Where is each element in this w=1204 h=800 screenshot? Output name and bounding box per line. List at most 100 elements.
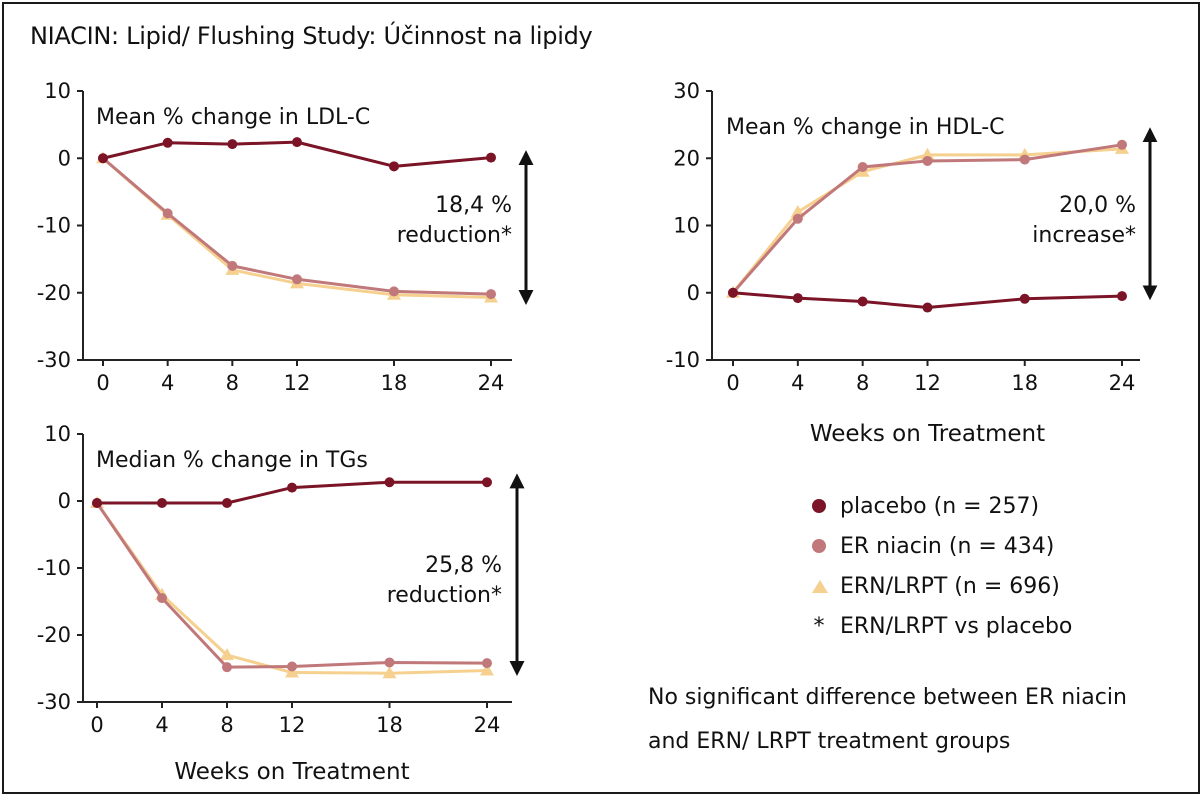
chart-1-title: Mean % change in LDL-C	[96, 105, 370, 130]
chart-3-y-tick-label: -20	[37, 623, 71, 647]
chart-1-x-tick-label: 0	[96, 371, 109, 395]
chart-1-point-placebo	[389, 161, 399, 172]
chart-2-point-placebo	[1117, 291, 1127, 302]
chart-3-point-er-niacin	[482, 658, 492, 669]
chart-3-y-tick-label: 10	[44, 422, 71, 446]
chart-1-point-er-niacin	[389, 286, 399, 297]
footnote-line-1: No significant difference between ER nia…	[648, 685, 1127, 710]
chart-3-x-tick-label: 18	[376, 713, 403, 737]
chart-3-point-ern-lrpt	[220, 648, 234, 661]
chart-2-x-tick-label: 18	[1011, 371, 1038, 395]
chart-2-y-tick-label: 0	[687, 281, 700, 305]
chart-2-point-er-niacin	[792, 213, 803, 224]
chart-3-x-tick-label: 8	[220, 713, 233, 737]
chart-3-point-er-niacin	[384, 657, 395, 668]
chart-2-x-label: Weeks on Treatment	[810, 421, 1045, 447]
chart-2-point-ern-lrpt	[790, 205, 805, 218]
chart-3-annotation-value: 25,8 %	[425, 553, 502, 578]
chart-3-y-tick-label: 0	[58, 489, 71, 513]
chart-2-y-tick-label: 30	[673, 79, 700, 103]
legend-item-er-niacin: ER niacin (n = 434)	[812, 526, 1072, 566]
legend-label-placebo: placebo (n = 257)	[840, 493, 1040, 519]
chart-1-y-tick-label: -20	[37, 281, 71, 305]
chart-2-point-placebo	[1019, 293, 1030, 304]
chart-1-line-er-niacin	[102, 157, 492, 296]
chart-3-line-er-niacin	[95, 502, 488, 669]
page-title: NIACIN: Lipid/ Flushing Study: Účinnost …	[30, 22, 593, 50]
footnote-line-2: and ERN/ LRPT treatment groups	[648, 729, 1011, 754]
legend-marker-er-niacin	[812, 539, 826, 553]
chart-2-point-placebo	[792, 293, 803, 304]
chart-3-point-er-niacin	[222, 662, 232, 673]
chart-1-y-tick-label: 0	[58, 146, 71, 170]
chart-1-point-placebo	[227, 139, 238, 150]
chart-1-y-tick-label: 10	[44, 79, 71, 103]
chart-2-x-tick-label: 8	[856, 371, 869, 395]
chart-2-annotation-label: increase*	[1032, 223, 1136, 248]
chart-3-point-placebo	[384, 477, 395, 488]
chart-3-point-placebo	[222, 498, 232, 509]
legend-label-ern-lrpt: ERN/LRPT (n = 696)	[840, 573, 1060, 599]
legend-label-er-niacin: ER niacin (n = 434)	[840, 533, 1055, 559]
chart-1-point-er-niacin	[486, 289, 496, 300]
chart-2-point-er-niacin	[1117, 139, 1127, 150]
chart-2-line-er-niacin	[731, 143, 1123, 294]
chart-2-x-tick-label: 24	[1109, 371, 1136, 395]
chart-3-x-tick-label: 4	[155, 713, 168, 737]
chart-1-y-tick-label: -10	[37, 214, 71, 238]
chart-3-point-er-niacin	[157, 593, 167, 604]
chart-3-annotation-label: reduction*	[387, 583, 502, 608]
chart-3-point-placebo	[157, 498, 167, 509]
chart-1-point-placebo	[162, 137, 173, 148]
chart-3-point-placebo	[482, 477, 492, 488]
chart-3-x-tick-label: 24	[474, 713, 501, 737]
chart-3-line-placebo	[97, 480, 487, 505]
chart-2-y-tick-label: 10	[673, 214, 700, 238]
chart-3-point-placebo	[287, 482, 297, 493]
chart-2-title: Mean % change in HDL-C	[726, 115, 1005, 140]
chart-1-annotation-value: 18,4 %	[435, 193, 512, 218]
chart-1-point-er-niacin	[227, 260, 238, 271]
chart-2-x-tick-label: 0	[726, 371, 739, 395]
chart-1-point-placebo	[486, 152, 496, 163]
chart-1-point-placebo	[98, 153, 108, 164]
chart-1-x-tick-label: 12	[284, 371, 311, 395]
chart-3-title: Median % change in TGs	[96, 448, 368, 473]
legend-item-placebo: placebo (n = 257)	[812, 486, 1072, 526]
chart-1-x-tick-label: 24	[478, 371, 505, 395]
legend-item-significance: * ERN/LRPT vs placebo	[812, 606, 1073, 646]
chart-1-y-tick-label: -30	[37, 348, 71, 372]
chart-2-x-tick-label: 4	[791, 371, 804, 395]
chart-2-point-er-niacin	[1019, 154, 1030, 165]
legend-marker-asterisk: *	[813, 613, 825, 639]
chart-2-point-er-niacin	[922, 155, 933, 166]
chart-1-point-placebo	[292, 137, 302, 148]
legend-marker-placebo	[812, 499, 826, 513]
chart-2-point-er-niacin	[857, 161, 868, 172]
chart-3-x-tick-label: 12	[279, 713, 306, 737]
chart-1-line-placebo	[102, 140, 492, 168]
chart-1-annotation-label: reduction*	[397, 223, 512, 248]
chart-1-x-tick-label: 8	[226, 371, 239, 395]
chart-3-x-tick-label: 0	[90, 713, 103, 737]
chart-1-x-tick-label: 4	[161, 371, 174, 395]
chart-2-y-tick-label: 20	[673, 146, 700, 170]
chart-3-point-er-niacin	[287, 661, 297, 672]
legend-marker-ern-lrpt	[812, 579, 828, 593]
chart-3-y-tick-label: -30	[37, 690, 71, 714]
chart-3-point-ern-lrpt	[480, 663, 494, 676]
chart-2-point-placebo	[728, 287, 738, 298]
chart-1-point-er-niacin	[292, 274, 302, 285]
chart-3-x-label: Weeks on Treatment	[174, 759, 409, 785]
legend: placebo (n = 257) ER niacin (n = 434) ER…	[812, 486, 1072, 646]
chart-1-x-tick-label: 18	[381, 371, 408, 395]
chart-3-point-ern-lrpt	[382, 666, 397, 679]
chart-3-point-ern-lrpt	[285, 665, 299, 678]
chart-2-y-tick-label: -10	[666, 348, 700, 372]
chart-2-line-placebo	[732, 291, 1123, 310]
chart-2-annotation-value: 20,0 %	[1059, 193, 1136, 218]
footnote: No significant difference between ER nia…	[648, 676, 1168, 764]
chart-1-point-er-niacin	[162, 208, 173, 219]
